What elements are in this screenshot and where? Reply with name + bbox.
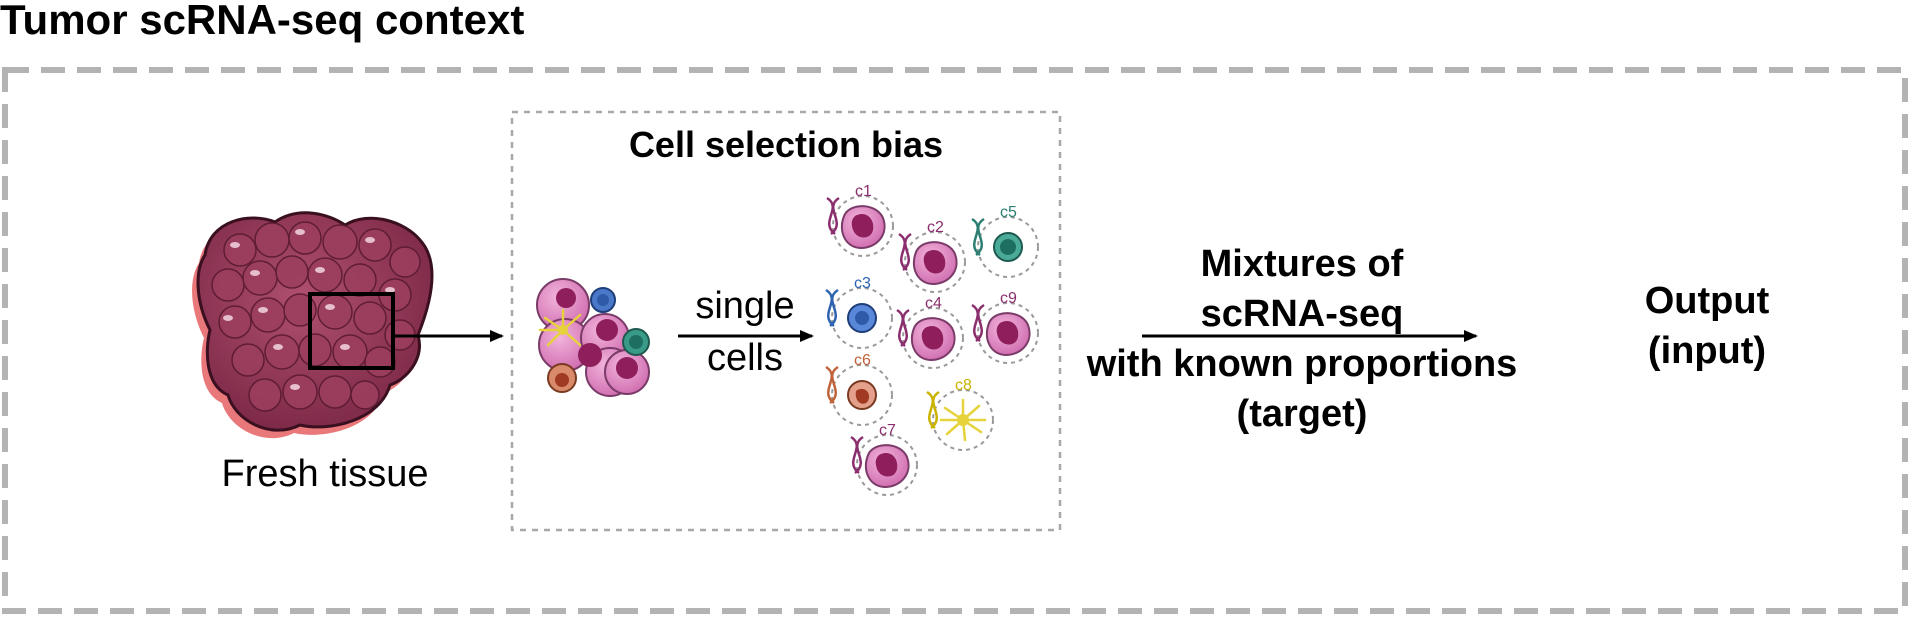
- mixtures-line1: Mixtures of: [1201, 243, 1404, 285]
- dna-helix-icon: [971, 303, 985, 342]
- dna-helix-icon: [825, 365, 839, 404]
- cell-boundary: [856, 434, 918, 496]
- cell-id-label: c8: [955, 377, 972, 394]
- mixtures-text: Mixtures of scRNA-seq with known proport…: [1086, 243, 1518, 435]
- figure-title: Tumor scRNA-seq context: [0, 0, 524, 43]
- cell-boundary: [902, 307, 964, 369]
- context-frame: [2, 67, 1908, 614]
- cell-boundary: [977, 216, 1039, 278]
- cell-c3: c3: [825, 275, 893, 349]
- nucleus: [923, 249, 946, 274]
- cell-c5: c5: [971, 204, 1039, 278]
- dna-helix-icon: [971, 217, 985, 256]
- dna-helix-icon: [926, 390, 940, 429]
- mixtures-line4: (target): [1237, 393, 1368, 435]
- nucleus: [1000, 239, 1016, 255]
- cell-c1: c1: [826, 183, 894, 257]
- output-line2: (input): [1648, 330, 1766, 372]
- output-text: Output (input): [1645, 280, 1770, 372]
- dna-helix-icon: [898, 232, 912, 271]
- cell-boundary: [904, 231, 966, 293]
- cell-c7: c7: [850, 422, 918, 496]
- cell-id-label: c6: [854, 352, 871, 369]
- dna-helix-icon: [850, 435, 864, 474]
- cell-boundary: [932, 389, 994, 451]
- nucleus: [851, 213, 874, 238]
- tissue-label: Fresh tissue: [222, 453, 429, 495]
- cell-c9: c9: [971, 290, 1039, 364]
- mixtures-line3: with known proportions: [1086, 343, 1518, 385]
- mixtures-line2: scRNA-seq: [1201, 293, 1404, 335]
- nucleus: [921, 325, 944, 350]
- cell-c6: c6: [825, 352, 893, 426]
- selection-bias-box: [510, 110, 1062, 532]
- cell-c4: c4: [896, 295, 964, 369]
- cell-c8: c8: [926, 377, 994, 451]
- cell-boundary: [977, 302, 1039, 364]
- cell-id-label: c2: [927, 219, 944, 236]
- dna-helix-icon: [825, 288, 839, 327]
- cell-id-label: c9: [1000, 290, 1017, 307]
- selection-bias-title: Cell selection bias: [629, 124, 943, 165]
- cell-boundary: [831, 364, 893, 426]
- single-cells: c1 c2 c3 c4 c5 c6 c7 c8 c9: [825, 183, 1039, 496]
- cell-boundary: [831, 287, 893, 349]
- cell-id-label: c5: [1000, 204, 1017, 221]
- nucleus: [855, 388, 870, 404]
- cell-c2: c2: [898, 219, 966, 293]
- cell-id-label: c3: [854, 275, 871, 292]
- cell-id-label: c7: [879, 422, 896, 439]
- cell-id-label: c4: [925, 295, 942, 312]
- arrow-label-line1: single: [695, 285, 794, 327]
- nucleus: [855, 311, 869, 325]
- cell-boundary: [832, 195, 894, 257]
- cell-cluster: [536, 278, 650, 397]
- nucleus: [996, 320, 1019, 345]
- output-line1: Output: [1645, 280, 1770, 322]
- cell-id-label: c1: [855, 183, 872, 200]
- nucleus: [875, 452, 898, 477]
- dna-helix-icon: [896, 308, 910, 347]
- nucleus: [957, 414, 969, 426]
- dna-helix-icon: [826, 196, 840, 235]
- tissue-illustration: [192, 211, 434, 439]
- zoom-box: [308, 292, 395, 370]
- arrow-label-line2: cells: [707, 337, 783, 379]
